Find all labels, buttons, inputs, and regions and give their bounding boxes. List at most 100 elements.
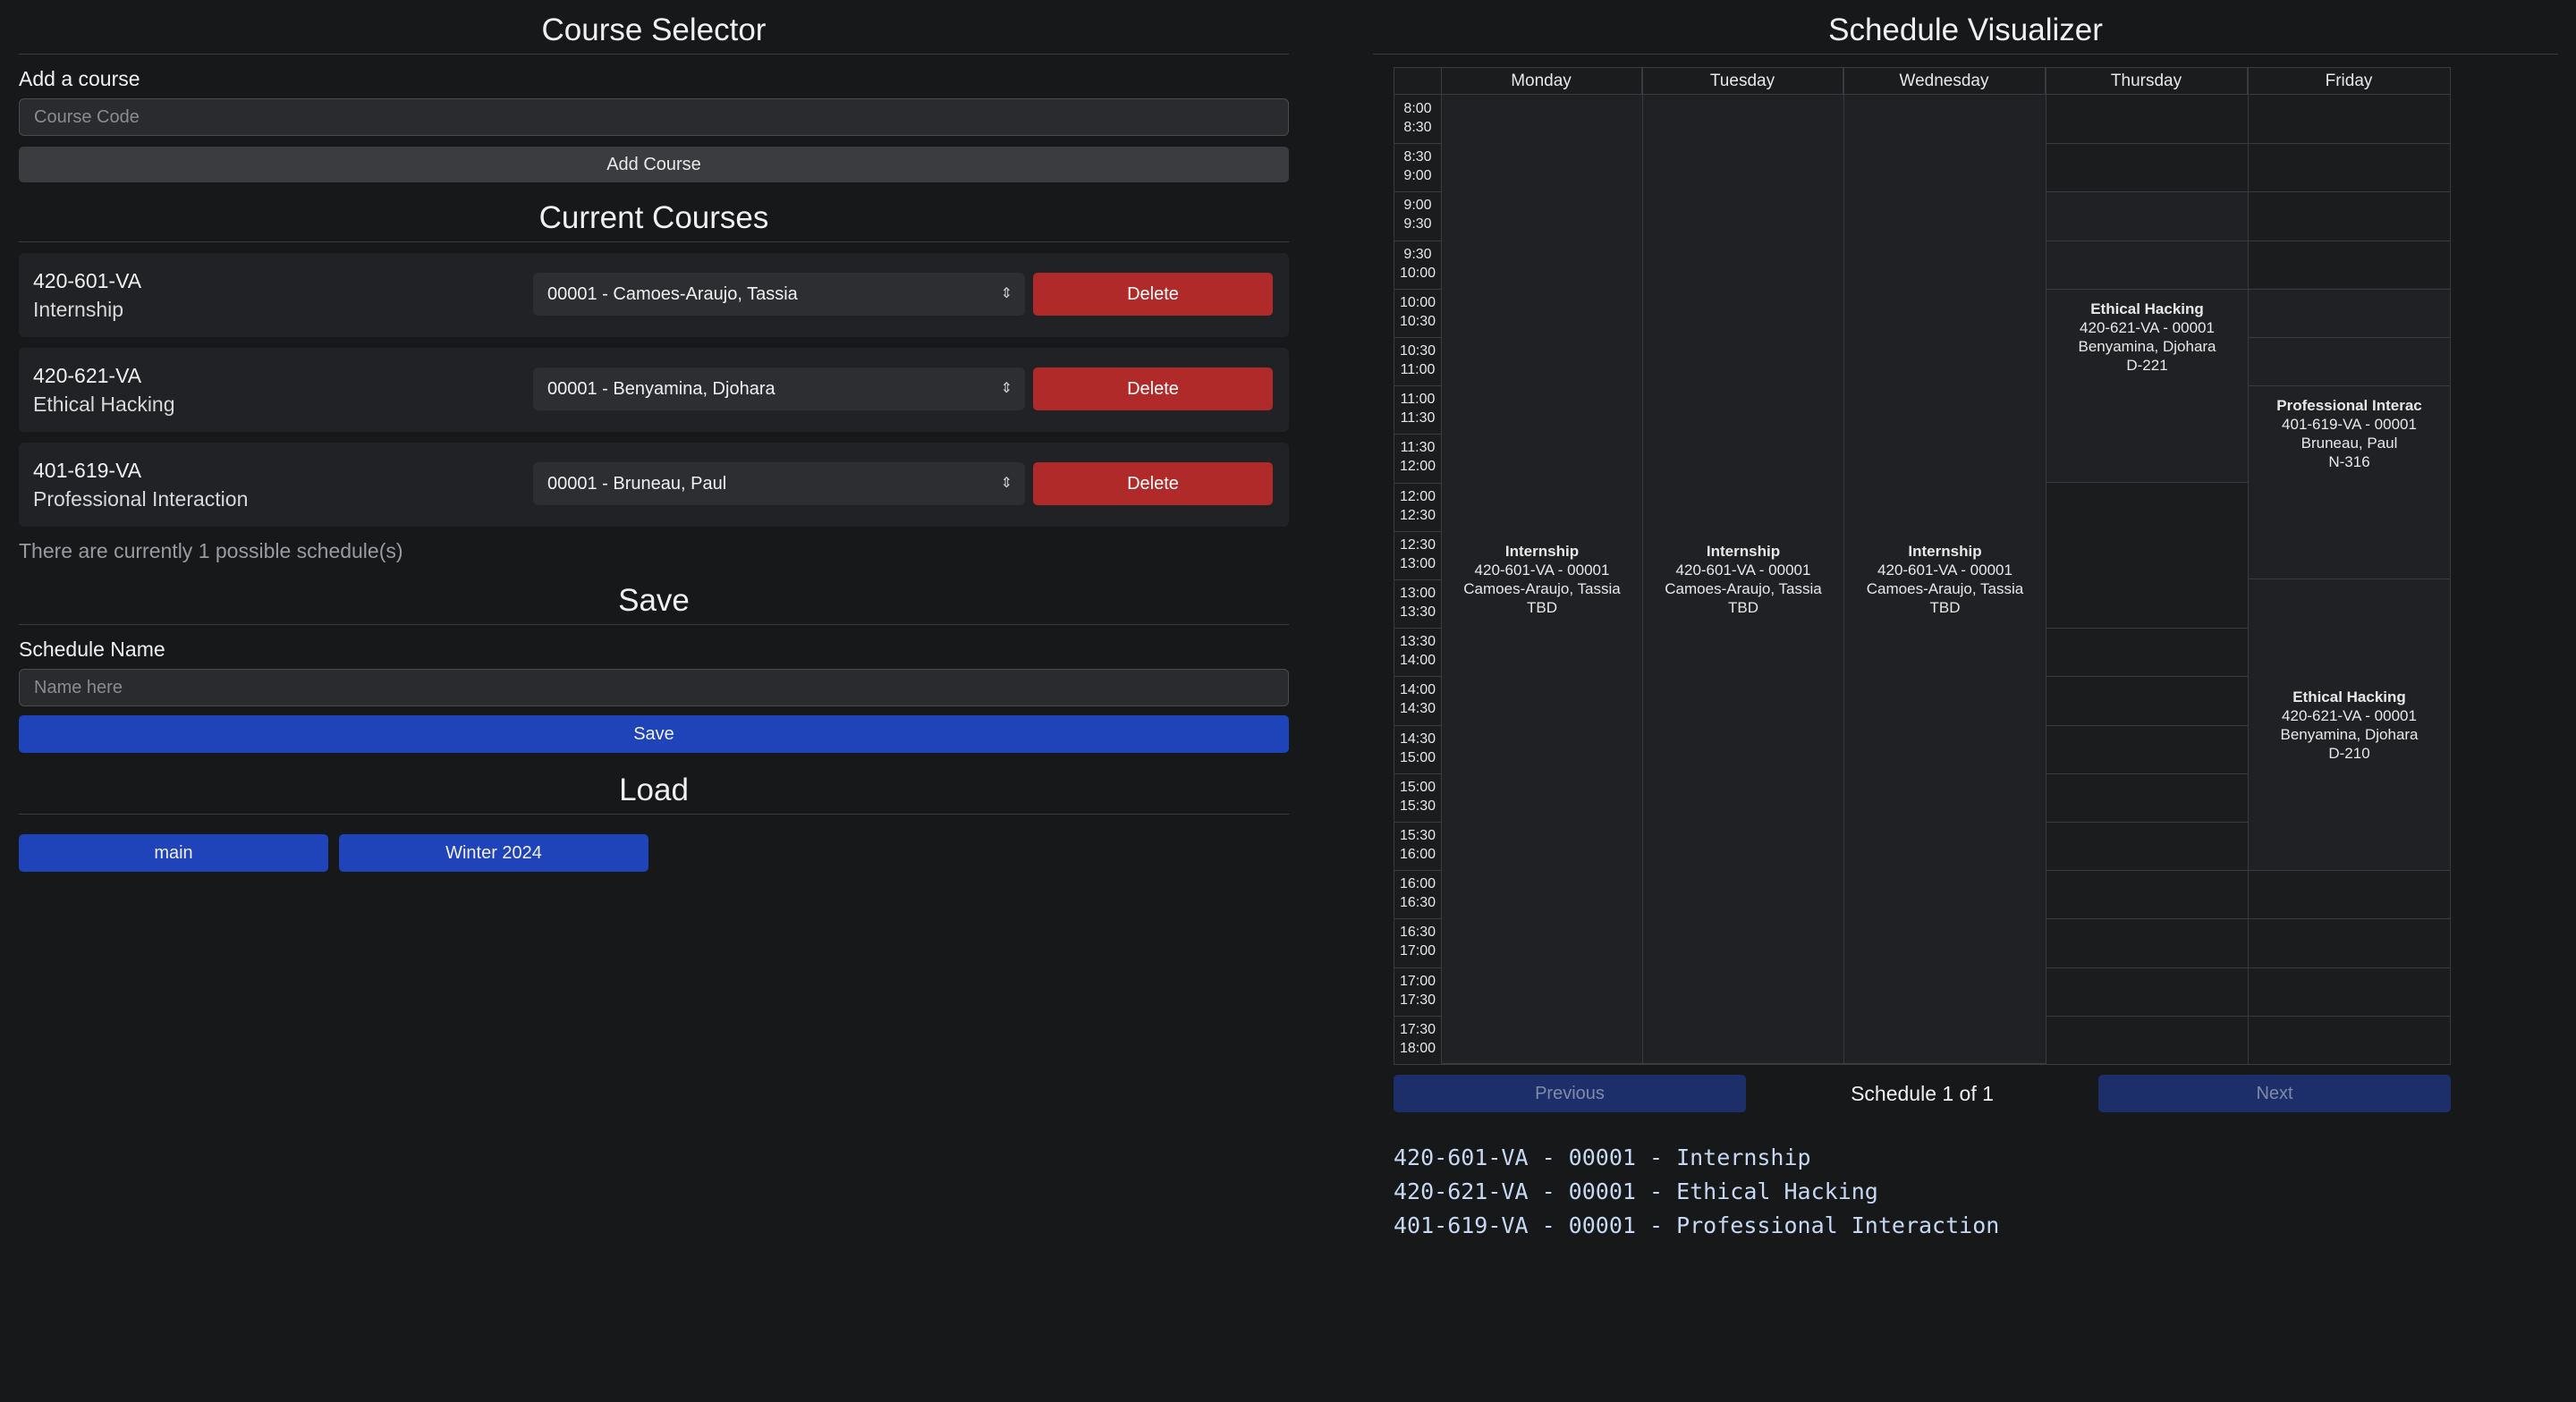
updown-chevron-icon: ⇕ [1000, 476, 1013, 491]
time-row-divider [1394, 337, 1441, 338]
time-label: 11:00 11:30 [1394, 390, 1441, 433]
block-room: TBD [1728, 598, 1758, 616]
load-schedule-button[interactable]: main [19, 834, 328, 872]
time-end: 8:30 [1403, 120, 1432, 135]
time-label: 12:00 12:30 [1394, 487, 1441, 530]
time-end: 16:00 [1399, 847, 1436, 862]
time-row-divider [1394, 918, 1441, 920]
time-end: 14:30 [1399, 701, 1436, 717]
schedule-block-tuesday[interactable]: Internship 420-601-VA - 00001 Camoes-Ara… [1643, 95, 1843, 1064]
time-start: 13:00 [1399, 586, 1436, 601]
schedule-name-label: Schedule Name [19, 638, 165, 661]
time-row-divider [1394, 530, 1441, 532]
schedule-block-wednesday[interactable]: Internship 420-601-VA - 00001 Camoes-Ara… [1844, 95, 2046, 1064]
slot-divider [2046, 628, 2248, 629]
time-start: 12:00 [1399, 488, 1436, 504]
time-label: 17:00 17:30 [1394, 972, 1441, 1015]
time-end: 9:30 [1403, 216, 1432, 232]
course-card: 420-601-VA Internship 00001 - Camoes-Ara… [19, 253, 1289, 337]
schedule-summary: 420-601-VA - 00001 - Internship 420-621-… [1394, 1141, 1999, 1243]
time-end: 9:00 [1403, 168, 1432, 184]
add-course-button[interactable]: Add Course [19, 147, 1289, 182]
load-buttons: main Winter 2024 [19, 834, 1289, 872]
time-row-divider [1394, 143, 1441, 145]
block-section: 401-619-VA - 00001 [2282, 415, 2417, 433]
block-room: D-221 [2126, 356, 2168, 374]
time-end: 15:00 [1399, 749, 1436, 765]
time-row-divider [1394, 1015, 1441, 1017]
schedule-block-thursday[interactable]: Ethical Hacking 420-621-VA - 00001 Benya… [2046, 191, 2248, 483]
time-start: 17:00 [1399, 973, 1436, 989]
summary-line: 420-601-VA - 00001 - Internship [1394, 1144, 1811, 1170]
block-teacher: Bruneau, Paul [2301, 434, 2398, 452]
block-title: Internship [1908, 542, 1982, 560]
time-label: 13:30 14:00 [1394, 632, 1441, 675]
time-end: 11:30 [1400, 410, 1436, 427]
slot-divider [2046, 870, 2248, 872]
block-teacher: Camoes-Araujo, Tassia [1463, 579, 1621, 597]
schedule-block-friday-morning[interactable]: Professional Interac 401-619-VA - 00001 … [2249, 288, 2450, 579]
slot-divider [2046, 773, 2248, 774]
previous-button[interactable]: Previous [1394, 1075, 1746, 1112]
delete-course-button[interactable]: Delete [1033, 462, 1273, 505]
schedule-block-monday[interactable]: Internship 420-601-VA - 00001 Camoes-Ara… [1442, 95, 1642, 1064]
delete-course-button[interactable]: Delete [1033, 273, 1273, 316]
time-label: 14:30 15:00 [1394, 730, 1441, 773]
slot-divider [2046, 191, 2248, 193]
slot-divider [2249, 288, 2450, 290]
course-name: Internship [33, 298, 124, 321]
course-code-input[interactable] [19, 98, 1289, 136]
save-title: Save [19, 583, 1289, 625]
time-row-divider [1394, 191, 1441, 193]
slot-divider [2046, 143, 2248, 145]
time-row-divider [1394, 822, 1441, 823]
day-header-wednesday: Wednesday [1843, 68, 2046, 94]
time-start: 16:30 [1399, 925, 1436, 941]
load-schedule-button[interactable]: Winter 2024 [339, 834, 648, 872]
updown-chevron-icon: ⇕ [1000, 381, 1013, 396]
day-header-thursday: Thursday [2046, 68, 2248, 94]
time-label: 15:30 16:00 [1394, 826, 1441, 869]
course-name: Professional Interaction [33, 487, 249, 511]
schedule-grid: Monday Tuesday Wednesday Thursday Friday… [1394, 67, 2451, 1065]
block-title: Internship [1706, 542, 1781, 560]
course-code: 420-621-VA [33, 364, 142, 387]
course-card: 401-619-VA Professional Interaction 0000… [19, 443, 1289, 527]
updown-chevron-icon: ⇕ [1000, 286, 1013, 301]
time-start: 14:00 [1399, 682, 1436, 698]
time-label: 8:00 8:30 [1394, 99, 1441, 142]
time-start: 9:30 [1403, 246, 1432, 262]
delete-course-button[interactable]: Delete [1033, 367, 1273, 410]
time-end: 14:00 [1399, 653, 1436, 669]
course-code: 420-601-VA [33, 269, 142, 292]
slot-divider [2046, 1015, 2248, 1017]
time-end: 18:00 [1399, 1040, 1436, 1056]
next-button[interactable]: Next [2098, 1075, 2451, 1112]
course-code: 401-619-VA [33, 459, 142, 482]
schedule-name-input[interactable] [19, 669, 1289, 706]
slot-divider [2249, 385, 2450, 387]
block-title: Ethical Hacking [2292, 688, 2406, 705]
course-card: 420-621-VA Ethical Hacking 00001 - Benya… [19, 348, 1289, 432]
slot-divider [2046, 822, 2248, 823]
course-name: Ethical Hacking [33, 393, 175, 416]
block-title: Ethical Hacking [2090, 300, 2204, 317]
section-select[interactable]: 00001 - Bruneau, Paul ⇕ [533, 462, 1025, 505]
block-teacher: Camoes-Araujo, Tassia [1665, 579, 1822, 597]
save-button[interactable]: Save [19, 715, 1289, 753]
time-start: 15:00 [1399, 779, 1436, 795]
time-end: 17:00 [1399, 943, 1436, 959]
time-start: 8:30 [1403, 149, 1432, 165]
grid-divider [1441, 68, 1442, 1064]
course-selector-panel: Course Selector Add a course Add Course … [19, 0, 1289, 872]
time-label: 13:00 13:30 [1394, 584, 1441, 627]
course-selector-title: Course Selector [19, 13, 1289, 55]
time-row-divider [1394, 482, 1441, 484]
time-end: 12:00 [1399, 459, 1436, 475]
time-start: 12:30 [1399, 536, 1436, 553]
block-section: 420-601-VA - 00001 [1675, 561, 1811, 579]
schedule-block-friday-afternoon[interactable]: Ethical Hacking 420-621-VA - 00001 Benya… [2249, 579, 2450, 871]
section-select[interactable]: 00001 - Benyamina, Djohara ⇕ [533, 367, 1025, 410]
section-select[interactable]: 00001 - Camoes-Araujo, Tassia ⇕ [533, 273, 1025, 316]
slot-divider [2046, 918, 2248, 920]
